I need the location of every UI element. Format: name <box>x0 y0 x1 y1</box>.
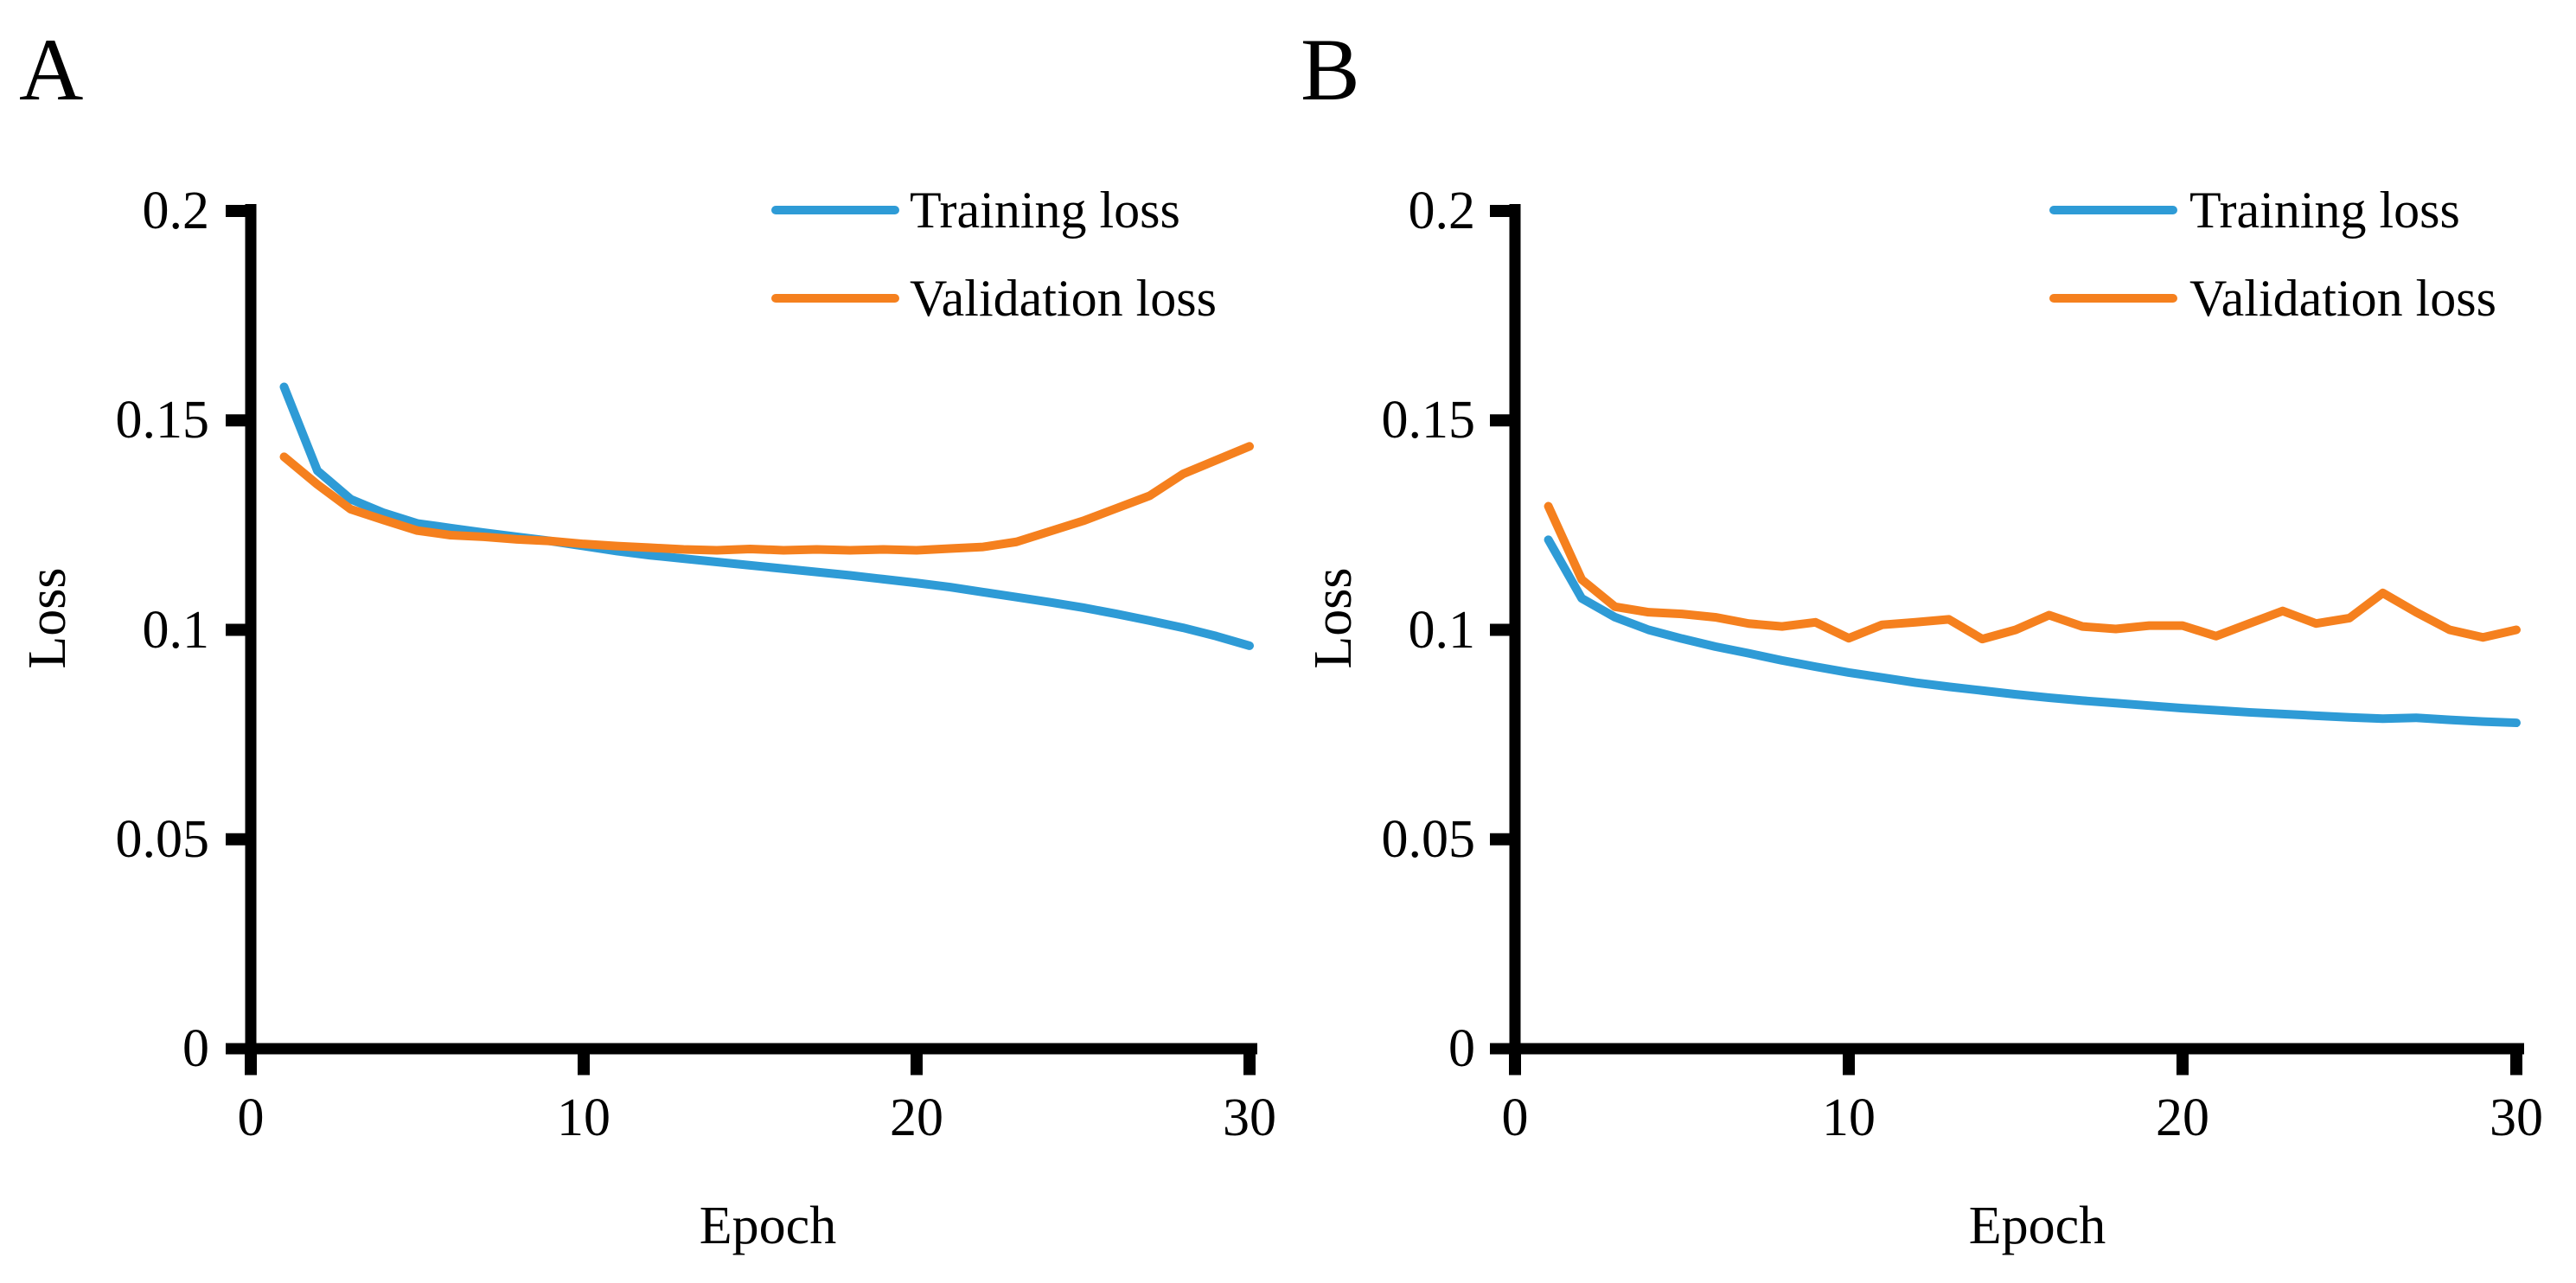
panel-b-x-tick-label: 30 <box>2490 1088 2543 1147</box>
panel-b-y-axis-title: Loss <box>1304 567 1363 669</box>
panel-a-y-tick-label: 0.2 <box>142 182 210 240</box>
panel-b-y-tick-label: 0.05 <box>1381 809 1476 869</box>
panel-b-training-legend-swatch <box>2049 206 2177 214</box>
panel-a-y-tick-label: 0.1 <box>142 600 210 660</box>
panel-a-training-curve <box>279 382 1254 650</box>
panel-a-y-tick-label: 0.15 <box>115 391 210 450</box>
panel-a-validation-legend-swatch <box>771 294 899 303</box>
panel-b-y-tick-label: 0 <box>1448 1019 1475 1078</box>
panel-b-training-legend-label: Training loss <box>2189 182 2460 239</box>
panel-b-y-tick-label: 0.15 <box>1381 391 1476 450</box>
panel-a-label: A <box>19 21 84 119</box>
panel-a-y-tick-label: 0 <box>182 1019 209 1078</box>
panel-b-validation-curve <box>1544 501 2521 644</box>
panel-a-x-axis-title: Epoch <box>699 1197 837 1255</box>
panel-a-x-tick-label: 30 <box>1223 1088 1276 1147</box>
panel-b-validation-legend-swatch <box>2049 294 2177 303</box>
panel-b-x-tick-label: 10 <box>1822 1088 1876 1147</box>
panel-a-x-tick-label: 0 <box>237 1088 265 1147</box>
panel-b-x-tick-label: 0 <box>1501 1088 1529 1147</box>
panel-b-y-tick-label: 0.1 <box>1408 600 1476 660</box>
panel-a-validation-curve <box>279 442 1254 555</box>
panel-a-y-axis-title: Loss <box>18 567 77 669</box>
panel-a-training-legend-label: Training loss <box>910 182 1180 239</box>
panel-b-x-tick-label: 20 <box>2156 1088 2209 1147</box>
panel-b-x-axis-title: Epoch <box>1968 1197 2106 1255</box>
panel-a-validation-legend-label: Validation loss <box>910 270 1217 327</box>
panel-b-validation-legend-label: Validation loss <box>2189 270 2496 327</box>
panel-a-x-tick-label: 10 <box>557 1088 610 1147</box>
panel-a-y-tick-label: 0.05 <box>115 809 210 869</box>
panel-a-x-tick-label: 20 <box>890 1088 943 1147</box>
panel-a-training-legend-swatch <box>771 206 899 214</box>
panel-b-label: B <box>1301 21 1360 119</box>
panel-b-y-tick-label: 0.2 <box>1408 182 1476 240</box>
panel-b-training-curve <box>1544 535 2521 728</box>
